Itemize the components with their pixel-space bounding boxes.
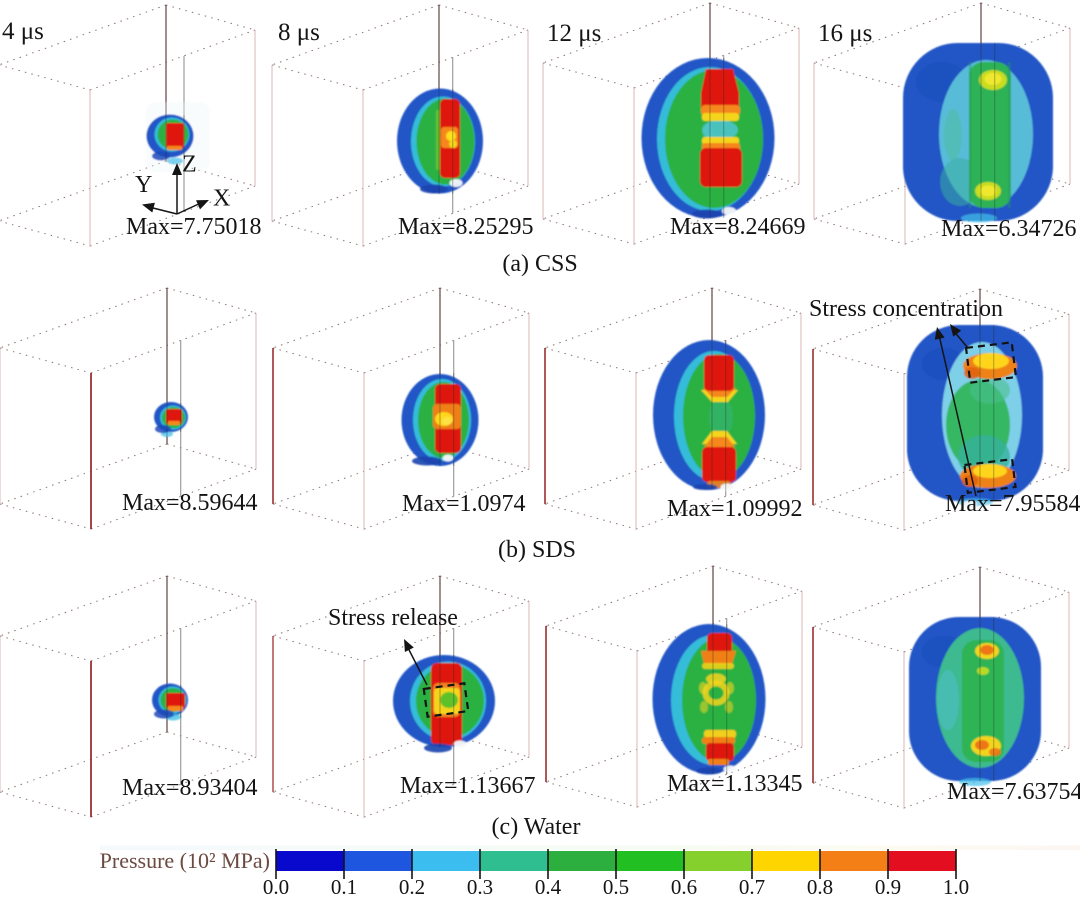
svg-text:Stress release: Stress release (328, 605, 458, 631)
svg-text:1.0: 1.0 (943, 875, 969, 899)
svg-text:Max=7.75018: Max=7.75018 (126, 214, 262, 240)
svg-text:0.6: 0.6 (671, 875, 697, 899)
svg-text:(c) Water: (c) Water (492, 814, 581, 840)
svg-text:0.9: 0.9 (875, 875, 901, 899)
svg-text:Max=1.13667: Max=1.13667 (400, 773, 536, 799)
svg-text:8 μs: 8 μs (278, 19, 320, 46)
svg-text:0.2: 0.2 (399, 875, 425, 899)
svg-text:(a) CSS: (a) CSS (502, 251, 577, 277)
svg-text:Max=1.13345: Max=1.13345 (667, 771, 803, 797)
svg-text:0.1: 0.1 (331, 875, 357, 899)
svg-text:12 μs: 12 μs (547, 20, 601, 47)
svg-text:Max=8.24669: Max=8.24669 (670, 214, 806, 240)
svg-text:0.4: 0.4 (535, 875, 562, 899)
svg-text:X: X (213, 186, 230, 212)
svg-text:0.8: 0.8 (807, 875, 833, 899)
svg-text:Max=7.63754: Max=7.63754 (947, 779, 1080, 805)
svg-text:(b) SDS: (b) SDS (498, 537, 576, 563)
svg-text:Max=1.0974: Max=1.0974 (402, 491, 526, 517)
svg-text:Z: Z (182, 152, 197, 178)
svg-text:Max=8.25295: Max=8.25295 (398, 214, 534, 240)
svg-text:Max=6.34726: Max=6.34726 (941, 216, 1077, 242)
svg-text:0.0: 0.0 (263, 875, 289, 899)
svg-text:Max=7.95584: Max=7.95584 (945, 491, 1080, 517)
svg-text:Max=8.93404: Max=8.93404 (122, 775, 258, 801)
svg-text:Stress concentration: Stress concentration (809, 296, 1003, 322)
svg-text:0.3: 0.3 (467, 875, 493, 899)
svg-text:Y: Y (135, 172, 152, 198)
svg-text:Max=1.09992: Max=1.09992 (667, 496, 803, 522)
svg-text:16 μs: 16 μs (818, 20, 872, 47)
svg-text:0.5: 0.5 (603, 875, 629, 899)
svg-text:Max=8.59644: Max=8.59644 (122, 490, 258, 516)
svg-text:4 μs: 4 μs (2, 18, 44, 45)
svg-text:Pressure (10² MPa): Pressure (10² MPa) (100, 848, 270, 873)
svg-text:0.7: 0.7 (739, 875, 765, 899)
